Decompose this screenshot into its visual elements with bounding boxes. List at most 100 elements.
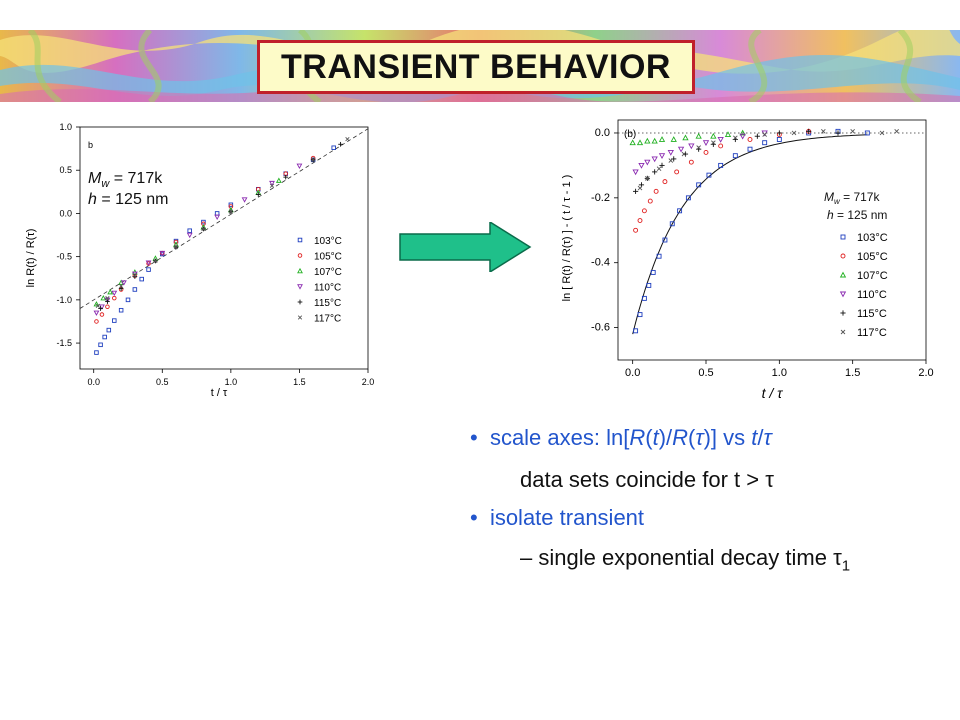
y-tick-label: -0.6 [591,322,610,334]
data-point [269,180,275,187]
data-point [94,350,99,355]
left-annotation-mw: Mw = 717k [88,170,163,190]
data-point [345,136,350,142]
legend-marker [297,284,303,290]
bullet-item-scale-axes: • scale axes: ln[R(t)/R(τ)] vs t/τ [470,425,772,451]
data-point [733,135,738,141]
data-point [739,129,746,136]
data-point [132,273,137,278]
data-point [688,143,695,150]
x-tick-label: 0.0 [625,367,640,379]
data-point [718,162,724,168]
right-arrow-icon [399,222,532,272]
legend-label: 105°C [857,251,888,263]
data-point [95,303,100,309]
data-point [864,130,870,136]
legend-label: 107°C [857,270,888,282]
data-point [118,307,124,313]
data-point [656,166,662,171]
data-point [695,132,702,139]
data-point [658,136,666,142]
legend-marker [297,299,303,305]
data-point [637,218,643,223]
data-point [641,295,647,301]
data-point [201,219,206,225]
legend-label: 110°C [314,283,341,294]
left-plot-frame [79,126,369,370]
data-point [201,226,206,232]
data-point [702,140,710,147]
data-point [651,137,658,144]
data-point [105,296,110,301]
data-point [102,334,107,340]
data-point [112,318,117,323]
legend-marker [297,315,303,320]
data-point [311,157,316,162]
data-point [659,162,665,169]
x-tick-label: 0.5 [156,377,169,387]
x-tick-label: 0.5 [698,367,713,379]
data-point [338,141,343,147]
data-point [646,282,652,288]
bullet-tau-4: τ [833,545,842,570]
data-point [633,328,639,334]
data-point [118,286,124,291]
bullet-dot-icon: • [470,505,490,530]
legend-marker [297,237,303,243]
bullet-text-1: scale axes: ln[R(t)/R(τ)] vs t/τ [489,425,772,450]
legend-label: 115°C [314,298,341,309]
data-point [125,297,131,303]
legend-label: 110°C [857,289,887,301]
data-point [145,260,152,266]
legend-marker [839,271,847,278]
data-point [269,183,275,188]
data-point [173,239,179,245]
data-point [682,134,689,141]
right-annotation-h: h = 125 nm [827,208,887,222]
data-point [93,301,100,307]
y-tick-label: -1.5 [56,338,72,348]
data-point [112,295,117,301]
right-panel-label: (b) [624,129,636,140]
data-point [850,129,855,134]
right-data-marks [629,128,899,334]
right-x-ticks: 0.0 0.5 1.0 1.5 2.0 [625,360,934,379]
data-point [296,163,303,169]
legend-label: 117°C [857,327,887,339]
legend-label: 115°C [857,308,887,320]
data-point [776,137,782,142]
data-point [99,312,105,317]
data-point [647,198,653,204]
data-point [653,188,659,194]
data-point [638,162,645,169]
data-point [228,202,234,208]
data-point [747,137,753,142]
data-point [275,177,282,183]
y-tick-label: 0.0 [59,208,72,218]
data-point [187,228,192,233]
data-point [651,156,658,163]
y-tick-label: -0.5 [56,252,72,262]
data-point [119,283,124,289]
left-annotation-h: h = 125 nm [88,191,169,208]
data-point [98,306,103,311]
data-point [644,159,651,166]
legend-marker [840,253,846,259]
data-point [214,214,221,220]
data-point [632,169,639,176]
data-point [132,287,138,292]
data-point [662,179,668,185]
data-point [105,299,110,304]
bullet-text-4: – single exponential decay time [520,545,834,570]
left-legend: 103°C 105°C 107°C 110°C 115°C 117°C [297,236,342,325]
data-point [255,192,261,197]
data-point [711,140,716,146]
data-point [633,227,639,233]
data-point [644,137,651,144]
data-point [106,327,112,333]
chart-right-transient: 0.0 0.5 1.0 1.5 2.0 0.0 -0.2 -0.4 -0.6 (b) Mw =… [561,119,934,401]
y-tick-label: -0.2 [591,192,610,204]
right-plot-area: 0.0 0.5 1.0 1.5 2.0 0.0 -0.2 -0.4 -0.6 (b) Mw =… [561,119,934,401]
bullet-tau-2: τ [765,467,774,492]
legend-marker [840,234,846,240]
